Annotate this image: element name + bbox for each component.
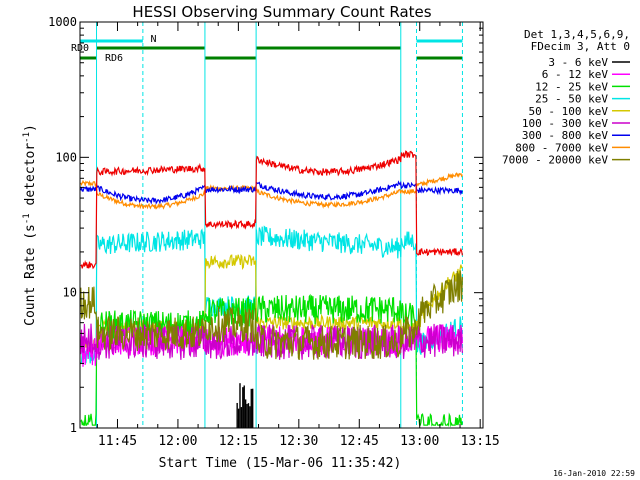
x-tick-label: 13:00 [400, 434, 439, 449]
x-tick-label: 12:15 [219, 434, 258, 449]
x-tick-label: 11:45 [98, 434, 137, 449]
date-stamp: 16-Jan-2010 22:59 [553, 469, 635, 478]
x-tick-label: 12:00 [158, 434, 197, 449]
chart-title: HESSI Observing Summary Count Rates [132, 3, 431, 21]
legend-label: 50 - 100 keV [529, 105, 609, 118]
series-line-25-50-kev [80, 225, 463, 364]
flag-rd6-label: RD6 [105, 53, 123, 64]
legend-header-line: FDecim 3, Att 0 [531, 40, 630, 53]
series-line-800-7000-kev [80, 172, 463, 210]
flag-n-label: N [151, 34, 157, 45]
y-tick-label: 1000 [48, 15, 77, 29]
series-line-300-800-kev [80, 180, 463, 205]
legend: Det 1,3,4,5,6,9,FDecim 3, Att 0 3 - 6 keV… [502, 28, 630, 167]
x-axis-label: Start Time (15-Mar-06 11:35:42) [159, 456, 402, 471]
legend-label: 7000 - 20000 keV [502, 154, 608, 167]
plot-frame [79, 21, 484, 429]
legend-label: 6 - 12 keV [542, 68, 609, 81]
legend-label: 100 - 300 keV [522, 117, 608, 130]
legend-label: 12 - 25 keV [535, 80, 608, 93]
series-line-100-300-kev [80, 323, 463, 360]
x-tick-label: 12:45 [340, 434, 379, 449]
series-line-12-25-kev [80, 293, 463, 428]
y-tick-label: 100 [55, 150, 77, 164]
x-tick-label: 12:30 [279, 434, 318, 449]
y-tick-label: 10 [63, 286, 77, 300]
x-tick-label: 13:15 [461, 434, 500, 449]
legend-label: 3 - 6 keV [548, 56, 608, 69]
series-line-7000-20000-kev [80, 270, 463, 361]
legend-label: 25 - 50 keV [535, 93, 608, 106]
y-axis-label: Count Rate (s-1 detector-1) [22, 124, 38, 326]
series-line-top-red [80, 150, 463, 270]
legend-label: 800 - 7000 keV [515, 141, 608, 154]
legend-label: 300 - 800 keV [522, 129, 608, 142]
series-group [80, 150, 463, 428]
axes: 1 10 100 1000 11:45 12:00 12:15 12:30 12:45 13:00… [48, 15, 500, 449]
y-tick-label: 1 [70, 421, 77, 435]
event-markers [96, 22, 463, 428]
legend-header-line: Det 1,3,4,5,6,9, [524, 28, 630, 41]
